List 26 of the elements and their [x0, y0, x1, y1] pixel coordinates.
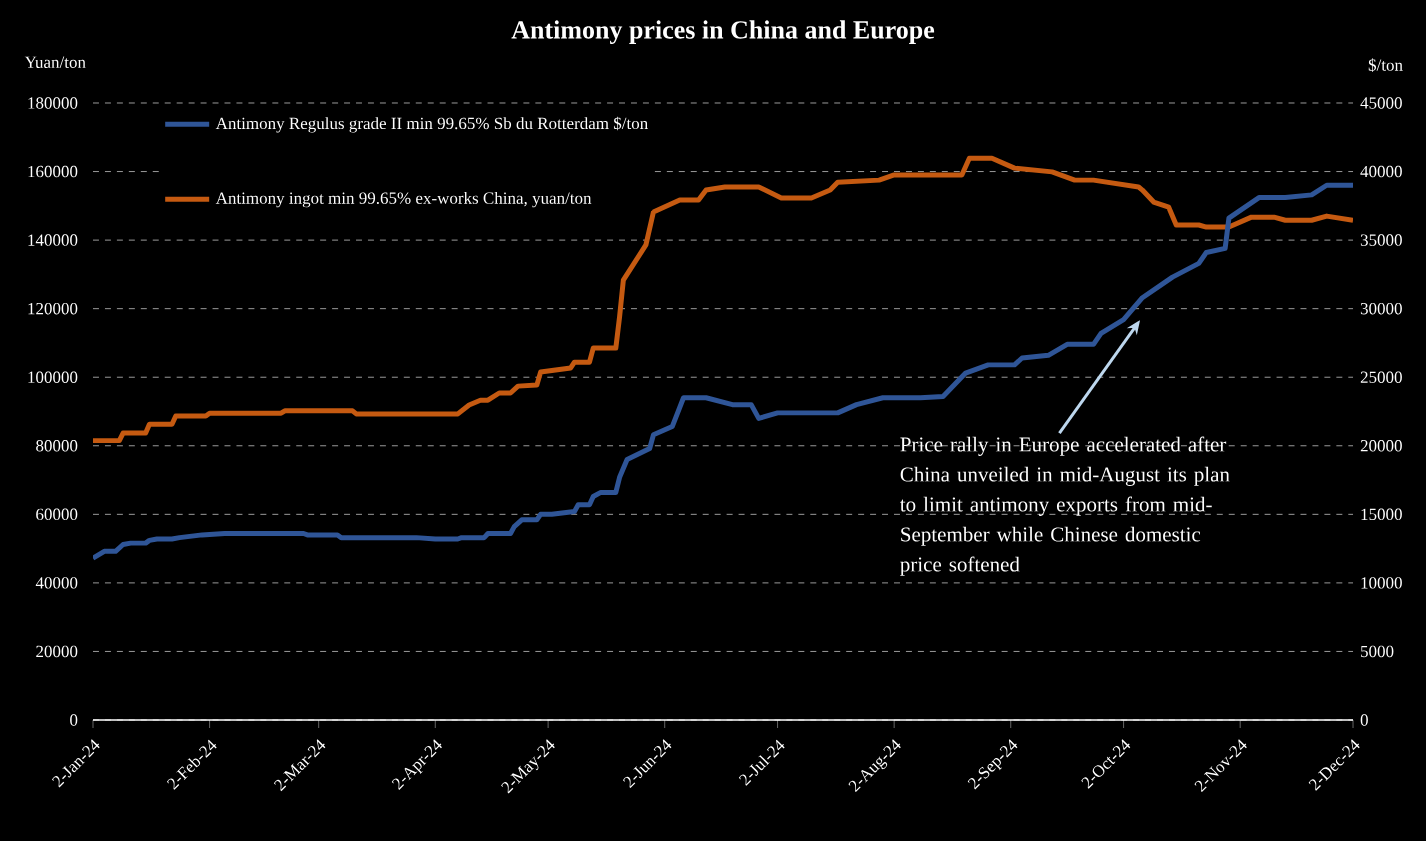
y2-tick-label: 20000	[1360, 440, 1402, 452]
y2-tick-label: 0	[1360, 714, 1368, 726]
y2-tick-label: 10000	[1361, 577, 1402, 589]
y-tick-label: 20000	[36, 645, 78, 658]
y-tick-label: 120000	[28, 302, 78, 315]
y-tick-label: 140000	[28, 234, 78, 246]
y-tick-label: 180000	[28, 97, 78, 109]
chart-title: Antimony prices in China and Europe	[511, 20, 935, 45]
y-tick-label: 100000	[28, 371, 78, 383]
annotation: Price rally in Europe accelerated after China unveiled in mid-August its plan to limit antimony exports from mid-September while Chinese domestic price softened	[900, 436, 1230, 576]
y2-tick-label: 30000	[1360, 302, 1402, 315]
y-tick-label: 160000	[28, 165, 78, 178]
y2-tick-label: 15000	[1361, 508, 1402, 521]
y2-tick-label: 25000	[1360, 371, 1402, 383]
y-tick-label: 80000	[36, 440, 78, 452]
y-axis-title: Yuan/ton	[24, 56, 86, 68]
y2-tick-label: 35000	[1360, 234, 1402, 246]
y-tick-label: 0	[70, 714, 78, 726]
y2-tick-label: 45000	[1360, 97, 1402, 109]
y-tick-label: 60000	[36, 508, 78, 521]
y-tick-label: 40000	[35, 577, 78, 589]
y2-tick-label: 5000	[1361, 645, 1394, 658]
legend-label: Antimony ingot min 99.65% ex-works China, yuan/ton	[215, 191, 592, 208]
legend-label: Antimony Regulus grade II min 99.65% Sb du Rotterdam $/ton	[215, 116, 648, 133]
y2-axis-title: $/ton	[1368, 58, 1403, 72]
y2-tick-label: 40000	[1360, 165, 1402, 178]
